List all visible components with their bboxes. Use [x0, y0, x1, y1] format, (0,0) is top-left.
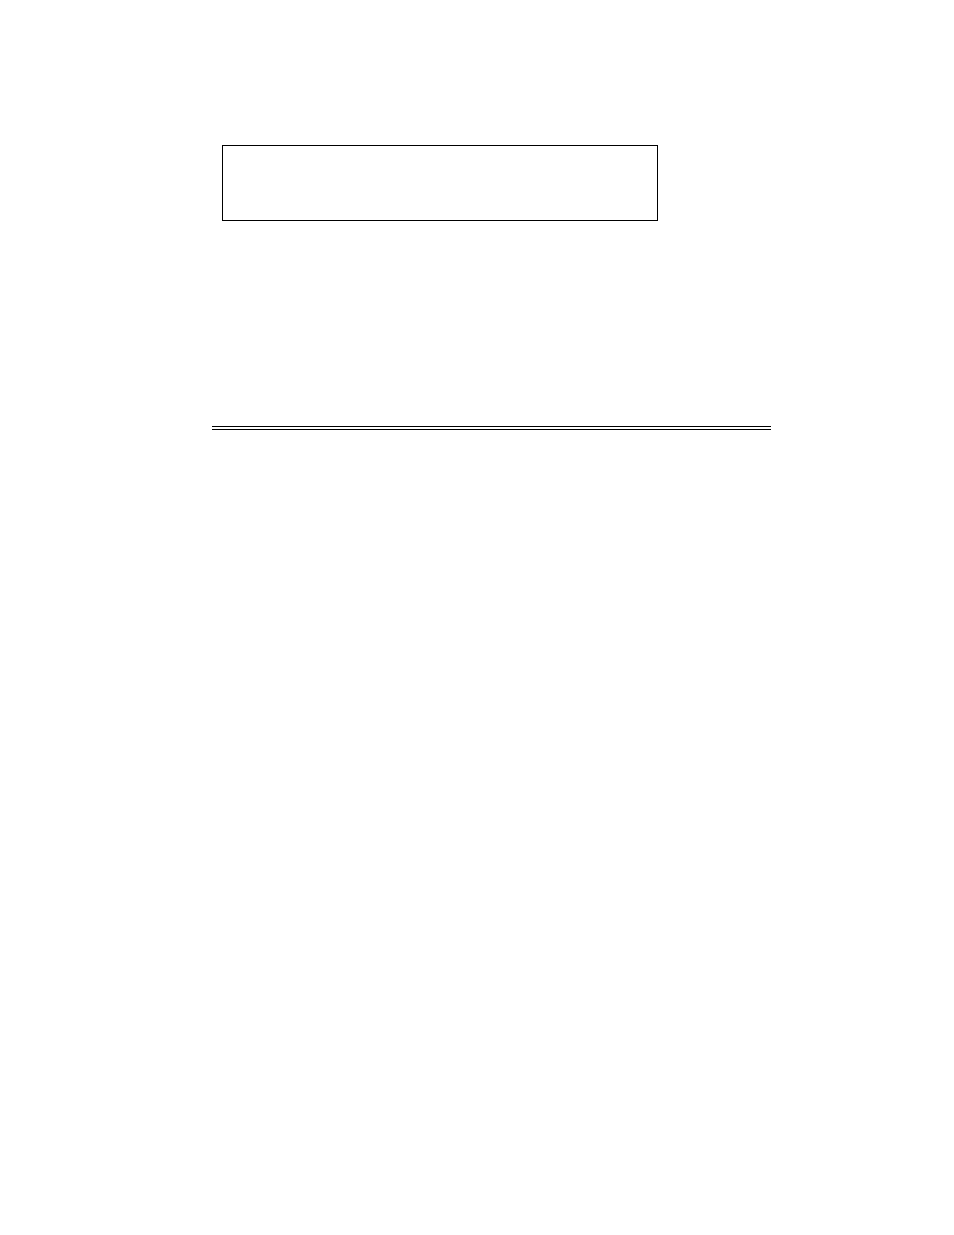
section-divider [212, 426, 771, 430]
content-box [222, 145, 658, 221]
